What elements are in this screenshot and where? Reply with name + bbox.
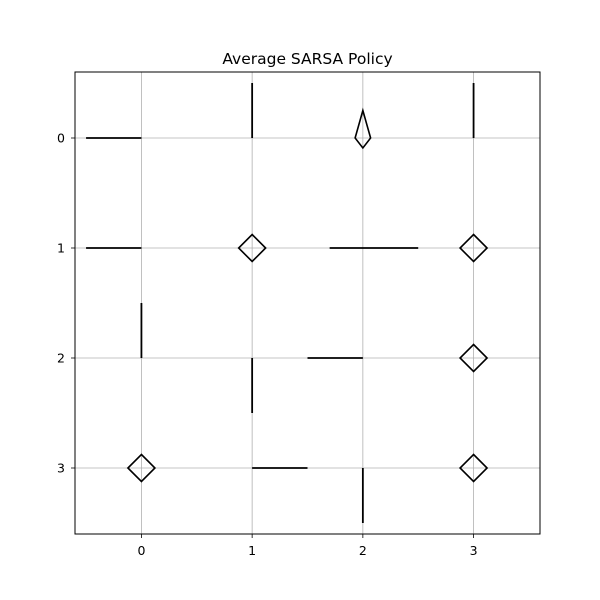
y-axis: 0 1 2 3 [57, 131, 75, 476]
policy-arrow-r1c1 [237, 233, 267, 263]
x-tick-label: 1 [248, 543, 256, 558]
x-axis: 0 1 2 3 [137, 534, 478, 558]
policy-arrows [86, 83, 489, 523]
policy-arrow-r2c3 [458, 343, 489, 373]
x-tick-label: 0 [137, 543, 145, 558]
y-tick-label: 3 [57, 461, 65, 476]
plot-frame [74, 71, 541, 535]
x-tick-label: 3 [470, 543, 478, 558]
y-tick-label: 2 [57, 351, 65, 366]
y-tick-label: 1 [57, 241, 65, 256]
policy-arrow-r1c3 [458, 233, 489, 263]
policy-arrow-r3c0 [126, 453, 157, 483]
chart-title: Average SARSA Policy [222, 50, 392, 68]
policy-arrow-r0c2 [354, 107, 372, 150]
policy-arrow-r3c3 [458, 453, 489, 483]
y-tick-label: 0 [57, 131, 65, 146]
x-tick-label: 2 [359, 543, 367, 558]
